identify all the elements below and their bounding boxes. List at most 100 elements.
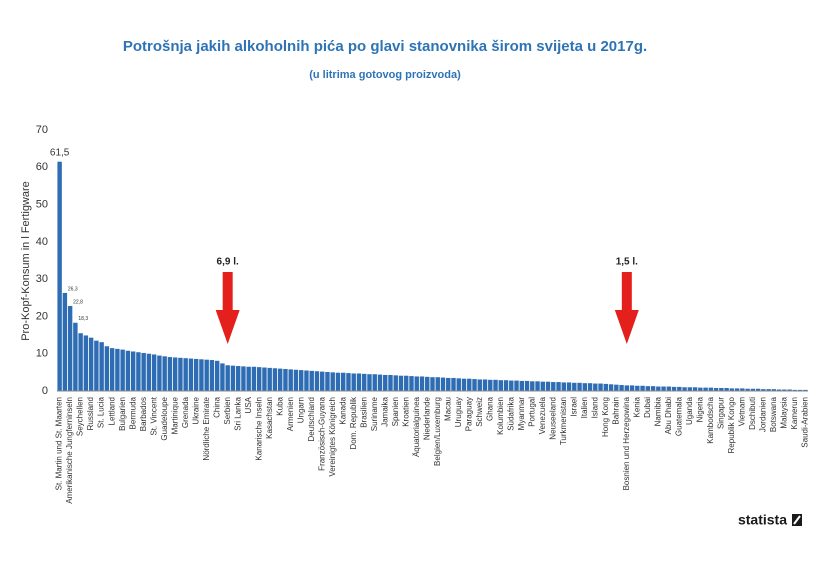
bar <box>325 371 330 391</box>
y-axis-label: Pro-Kopf-Konsum in l Fertigware <box>20 181 32 341</box>
bar <box>524 380 530 391</box>
bar <box>204 359 209 391</box>
x-tick-label: Bermuda <box>128 396 137 429</box>
x-tick-label: Guadeloupe <box>160 396 169 440</box>
bar <box>556 382 561 391</box>
bar <box>561 382 566 391</box>
annotation-label: 1,5 l. <box>616 257 638 268</box>
bar <box>241 366 246 391</box>
bar <box>587 383 593 391</box>
x-tick-label: St. Lucia <box>97 396 106 428</box>
x-tick-label: Portugal <box>527 397 536 427</box>
bar <box>776 389 782 391</box>
x-tick-label: Brasilien <box>359 397 368 428</box>
x-tick-label: Französisch-Guyana <box>317 396 326 470</box>
x-tick-label: Serbien <box>223 397 232 425</box>
bar <box>309 370 314 391</box>
bar <box>572 382 577 391</box>
bar <box>761 389 766 391</box>
bar <box>472 379 477 391</box>
bar <box>498 380 503 391</box>
y-tick-label: 0 <box>42 385 48 397</box>
bar <box>435 377 440 391</box>
x-tick-label: Island <box>590 397 599 418</box>
y-tick-label: 50 <box>36 198 48 210</box>
bar <box>703 387 708 391</box>
bar <box>178 357 183 391</box>
x-tick-label: Italien <box>580 397 589 418</box>
x-tick-label: Bulgarien <box>118 397 127 431</box>
bar <box>94 340 99 391</box>
value-label: 61,5 <box>50 147 70 158</box>
bar <box>645 386 651 391</box>
x-tick-label: Namibia <box>653 396 662 426</box>
bar <box>619 385 624 391</box>
x-tick-label: Lettland <box>107 397 116 425</box>
arrow <box>614 272 639 344</box>
bar <box>698 387 703 391</box>
x-tick-label: Amerikanische Jungferninseln <box>65 397 74 504</box>
bar <box>393 375 398 391</box>
bar <box>346 373 351 391</box>
bar <box>755 388 761 391</box>
bar <box>540 381 545 391</box>
bar <box>719 388 724 391</box>
bar <box>188 358 194 391</box>
y-tick-label: 40 <box>36 236 48 248</box>
bar <box>299 370 304 391</box>
x-tick-label: Nördliche Emirate <box>202 396 211 460</box>
x-tick-label: Neuseeland <box>548 397 557 440</box>
x-tick-label: Jamaika <box>380 396 389 426</box>
bar <box>477 379 482 391</box>
bar <box>404 375 409 391</box>
chart-title: Potrošnja jakih alkoholnih pića po glavi… <box>123 38 647 55</box>
bar <box>425 376 430 391</box>
x-tick-label: Schweiz <box>475 397 484 427</box>
x-tick-label: Bosnien und Herzegowina <box>622 396 631 490</box>
bar <box>509 380 514 391</box>
x-tick-label: Kuba <box>275 396 284 415</box>
bar <box>692 387 698 391</box>
bar <box>608 384 614 391</box>
bar <box>115 348 120 391</box>
bar <box>377 374 383 391</box>
x-tick-label: Ghana <box>485 396 494 421</box>
bar <box>193 358 199 391</box>
x-tick-label: Turkmenistan <box>559 397 568 445</box>
bar <box>650 386 656 391</box>
bar <box>73 322 78 391</box>
x-tick-label: USA <box>244 396 253 413</box>
bar <box>78 333 83 391</box>
bar <box>687 387 693 391</box>
bar <box>341 372 346 391</box>
x-tick-label: Kolumbien <box>496 397 505 435</box>
bar <box>320 371 325 391</box>
x-tick-label: Saudi-Arabien <box>800 397 809 448</box>
bar <box>803 389 808 391</box>
bar <box>230 365 236 391</box>
bar <box>493 379 498 391</box>
x-tick-label: Guatemala <box>674 396 683 436</box>
bar <box>372 374 377 391</box>
x-tick-label: Paraguay <box>464 397 473 431</box>
bar <box>724 388 729 391</box>
source-logo: statista <box>738 512 787 528</box>
x-tick-label: China <box>212 396 221 417</box>
bar <box>288 369 293 391</box>
bar <box>356 373 362 391</box>
x-tick-label: Martinique <box>170 396 179 434</box>
x-tick-label: Nigeria <box>695 396 704 422</box>
x-tick-label: Jordanien <box>758 397 767 432</box>
bar <box>409 376 414 391</box>
bar <box>729 388 735 391</box>
x-tick-label: Botswana <box>769 396 778 432</box>
value-label: 18,3 <box>78 316 88 322</box>
bar <box>162 356 167 391</box>
x-tick-label: Sri Lanka <box>233 396 242 430</box>
bar <box>624 385 630 391</box>
x-tick-label: Kenia <box>632 396 641 417</box>
bar <box>792 389 798 391</box>
bar <box>136 352 141 391</box>
bar <box>246 366 251 391</box>
x-tick-label: Venezuela <box>538 396 547 434</box>
